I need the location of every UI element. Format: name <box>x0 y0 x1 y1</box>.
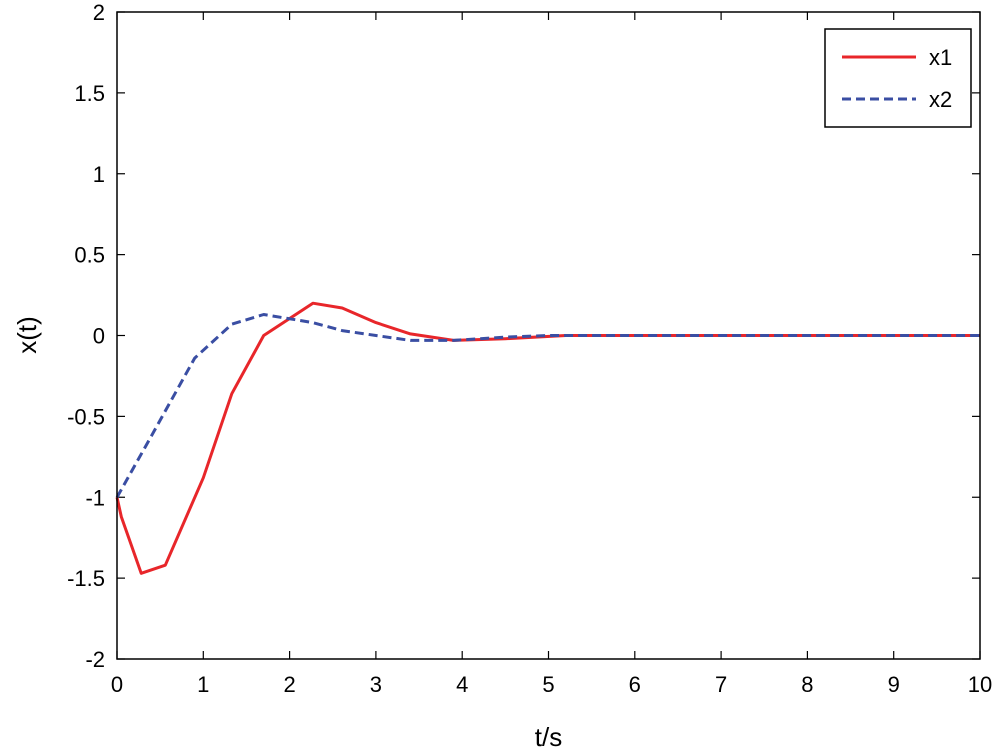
x-tick-label: 7 <box>715 672 727 697</box>
y-tick-label: 1.5 <box>74 81 105 106</box>
y-axis-label: x(t) <box>12 316 42 354</box>
y-tick-label: 0.5 <box>74 243 105 268</box>
x-tick-label: 9 <box>888 672 900 697</box>
x-tick-label: 0 <box>111 672 123 697</box>
y-tick-label: 2 <box>93 0 105 25</box>
y-tick-label: 0 <box>93 324 105 349</box>
x-tick-label: 10 <box>968 672 992 697</box>
series-line-x2 <box>115 313 980 499</box>
y-axis-ticks: -2 -1.5 -1 -0.5 0 0.5 1 1.5 2 <box>67 0 980 672</box>
y-tick-label: -1 <box>85 485 105 510</box>
y-tick-label: 1 <box>93 162 105 187</box>
series-layer <box>115 301 980 575</box>
x-tick-label: 5 <box>542 672 554 697</box>
y-tick-label: -1.5 <box>67 566 105 591</box>
x-tick-label: 8 <box>801 672 813 697</box>
x-axis-label: t/s <box>535 722 562 752</box>
x-tick-label: 1 <box>197 672 209 697</box>
legend-label-x2: x2 <box>929 87 952 112</box>
x-tick-label: 2 <box>283 672 295 697</box>
plot-frame <box>116 11 981 660</box>
legend-label-x1: x1 <box>929 45 952 70</box>
y-tick-label: -0.5 <box>67 404 105 429</box>
legend-box <box>824 28 972 128</box>
x-tick-label: 4 <box>456 672 468 697</box>
y-tick-label: -2 <box>85 647 105 672</box>
x-tick-label: 6 <box>629 672 641 697</box>
legend: x1 x2 <box>824 28 972 128</box>
x-axis-ticks: 0 1 2 3 4 5 6 7 8 9 10 <box>111 12 992 697</box>
x-tick-label: 3 <box>370 672 382 697</box>
